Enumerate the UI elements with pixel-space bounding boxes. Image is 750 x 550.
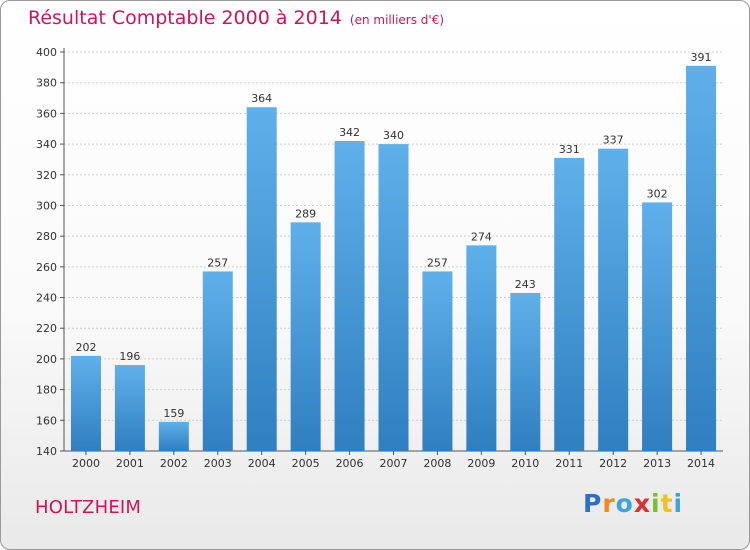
logo-letter: t [660,489,674,518]
logo-letter: o [615,489,634,518]
place-name: HOLTZHEIM [35,497,142,518]
bar [598,148,629,451]
x-tick-label: 2005 [292,457,320,470]
y-tick-label: 380 [36,77,57,90]
y-tick-label: 280 [36,230,57,243]
bar [70,355,101,451]
data-label: 342 [339,126,360,139]
data-label: 274 [471,230,492,243]
y-tick-label: 180 [36,384,57,397]
x-tick-label: 2003 [204,457,232,470]
logo-letter: i [651,489,661,518]
data-label: 257 [207,256,228,269]
y-tick-label: 340 [36,138,57,151]
y-tick-label: 200 [36,353,57,366]
y-tick-label: 220 [36,322,57,335]
data-label: 202 [75,341,96,354]
bar [158,421,189,451]
data-label: 196 [119,350,140,363]
x-tick-label: 2002 [160,457,188,470]
data-label: 159 [163,407,184,420]
y-tick-label: 300 [36,199,57,212]
x-tick-label: 2012 [599,457,627,470]
bar [378,144,409,452]
y-tick-label: 360 [36,107,57,120]
data-label: 243 [515,278,536,291]
title-text: Résultat Comptable 2000 à 2014 [28,7,342,29]
x-tick-label: 2010 [511,457,539,470]
chart-title: Résultat Comptable 2000 à 2014 (en millie… [28,7,444,29]
bar [422,271,453,451]
x-tick-label: 2007 [380,457,408,470]
x-tick-label: 2006 [336,457,364,470]
bar [510,292,541,451]
logo-letter: P [583,489,603,518]
x-tick-label: 2001 [116,457,144,470]
x-tick-label: 2000 [72,457,100,470]
data-label: 391 [691,51,712,64]
data-label: 289 [295,207,316,220]
x-tick-label: 2004 [248,457,276,470]
y-tick-label: 140 [36,445,57,458]
y-tick-label: 320 [36,169,57,182]
y-tick-label: 260 [36,261,57,274]
y-tick-label: 160 [36,414,57,427]
x-tick-label: 2014 [687,457,715,470]
data-label: 302 [647,187,668,200]
y-tick-label: 400 [36,46,57,59]
proxiti-logo: Proxiti [583,489,683,518]
x-tick-label: 2009 [467,457,495,470]
x-tick-label: 2008 [423,457,451,470]
bar [334,141,365,451]
bar [642,202,673,451]
data-label: 257 [427,256,448,269]
data-label: 364 [251,92,272,105]
bar [686,65,717,452]
logo-letter: r [602,489,616,518]
y-tick-label: 240 [36,292,57,305]
bar [554,157,585,451]
bar [290,222,321,451]
logo-letter: i [673,489,684,518]
data-label: 340 [383,129,404,142]
bar [114,365,145,451]
bar [246,107,277,451]
chart-subtitle: (en milliers d'€) [349,13,445,27]
logo-letter: x [633,489,651,518]
bar [202,271,233,451]
data-label: 337 [603,134,624,147]
x-tick-label: 2011 [555,457,583,470]
bar [466,245,497,451]
x-tick-label: 2013 [643,457,671,470]
data-label: 331 [559,143,580,156]
